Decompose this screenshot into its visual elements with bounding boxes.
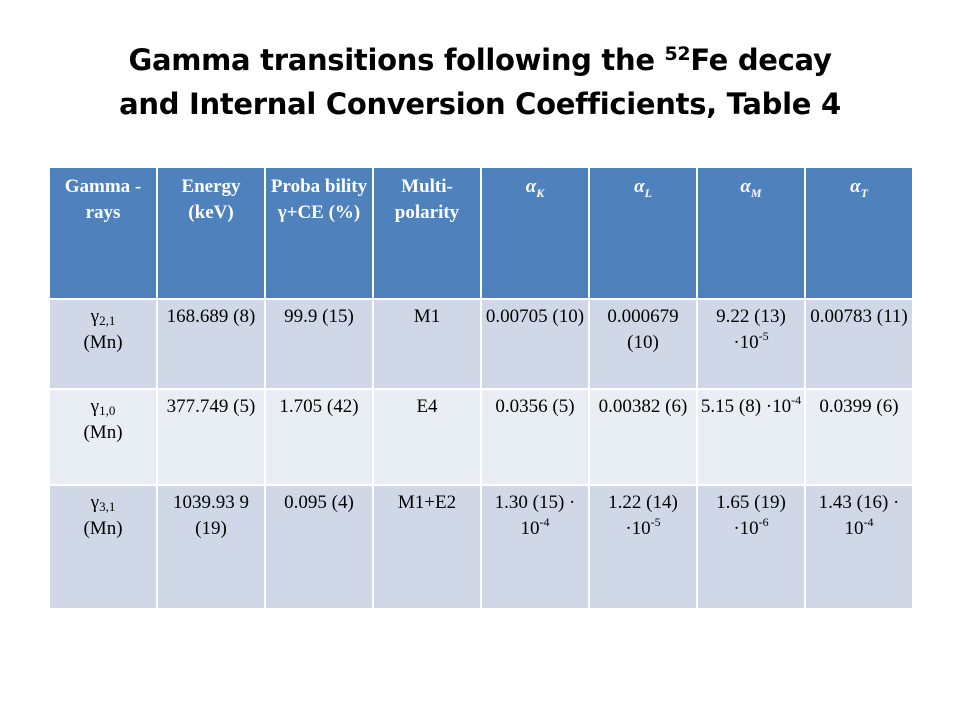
- cell-alpha-t: 0.00783 (11): [804, 298, 914, 390]
- header-alpha-t: αT: [804, 166, 914, 300]
- value-mantissa: 1.65 (19) ·10: [716, 492, 786, 539]
- alpha-symbol: α: [740, 176, 751, 197]
- alpha-symbol: α: [525, 176, 537, 197]
- cell-probability: 1.705 (42): [264, 388, 374, 486]
- gamma-subscript: 1,0: [99, 403, 116, 418]
- cell-alpha-m: 9.22 (13) ·10-5: [696, 298, 806, 390]
- cell-alpha-l: 0.000679 (10): [588, 298, 698, 390]
- cell-energy: 377.749 (5): [156, 388, 266, 486]
- value-exponent: -4: [791, 393, 802, 407]
- gamma-nuclide: (Mn): [83, 332, 123, 353]
- cell-alpha-m: 1.65 (19) ·10-6: [696, 484, 806, 610]
- alpha-subscript: L: [644, 185, 652, 200]
- cell-probability: 99.9 (15): [264, 298, 374, 390]
- header-energy: Energy (keV): [156, 166, 266, 300]
- gamma-subscript: 2,1: [99, 313, 116, 328]
- alpha-symbol: α: [634, 176, 645, 197]
- cell-alpha-k: 0.0356 (5): [480, 388, 590, 486]
- value-mantissa: 1.22 (14) ·10: [608, 492, 678, 539]
- header-gamma-rays: Gamma -rays: [48, 166, 158, 300]
- value-mantissa: 1.30 (15) · 10: [494, 492, 576, 539]
- cell-alpha-l: 0.00382 (6): [588, 388, 698, 486]
- title-line-1: Gamma transitions following the 52Fe dec…: [40, 38, 920, 82]
- header-alpha-l: αL: [588, 166, 698, 300]
- cell-probability: 0.095 (4): [264, 484, 374, 610]
- value-exponent: -4: [539, 515, 550, 529]
- alpha-subscript: K: [536, 185, 545, 200]
- cell-energy: 1039.93 9 (19): [156, 484, 266, 610]
- header-alpha-k: αK: [480, 166, 590, 300]
- cell-alpha-k: 1.30 (15) · 10-4: [480, 484, 590, 610]
- value-exponent: -5: [650, 515, 661, 529]
- value-mantissa: 5.15 (8) ·10: [700, 396, 792, 417]
- title-line-2: and Internal Conversion Coefficients, Ta…: [119, 87, 841, 121]
- cell-multipolarity: E4: [372, 388, 482, 486]
- cell-energy: 168.689 (8): [156, 298, 266, 390]
- cell-multipolarity: M1+E2: [372, 484, 482, 610]
- header-probability: Proba bility γ+CE (%): [264, 166, 374, 300]
- title-line-1-text: Gamma transitions following the: [128, 43, 665, 77]
- slide-title: Gamma transitions following the 52Fe dec…: [40, 38, 920, 126]
- table-row: γ1,0 (Mn) 377.749 (5) 1.705 (42) E4 0.035…: [48, 388, 914, 486]
- cell-multipolarity: M1: [372, 298, 482, 390]
- cell-alpha-l: 1.22 (14) ·10-5: [588, 484, 698, 610]
- gamma-nuclide: (Mn): [83, 518, 123, 539]
- alpha-subscript: T: [860, 185, 868, 200]
- title-line-1-end: Fe decay: [690, 43, 832, 77]
- value-exponent: -4: [863, 515, 874, 529]
- gamma-symbol: γ: [90, 492, 100, 513]
- table-row: γ2,1 (Mn) 168.689 (8) 99.9 (15) M1 0.0070…: [48, 298, 914, 390]
- gamma-symbol: γ: [90, 306, 100, 327]
- value-mantissa: 1.43 (16) · 10: [818, 492, 900, 539]
- cell-alpha-k: 0.00705 (10): [480, 298, 590, 390]
- header-alpha-m: αM: [696, 166, 806, 300]
- value-mantissa: 9.22 (13) ·10: [716, 306, 786, 353]
- header-multipolarity: Multi- polarity: [372, 166, 482, 300]
- gamma-subscript: 3,1: [99, 499, 116, 514]
- gamma-transitions-table: Gamma -rays Energy (keV) Proba bility γ+…: [48, 166, 914, 610]
- cell-alpha-m: 5.15 (8) ·10-4: [696, 388, 806, 486]
- isotope-mass-number: 52: [664, 43, 691, 65]
- cell-alpha-t: 1.43 (16) · 10-4: [804, 484, 914, 610]
- cell-alpha-t: 0.0399 (6): [804, 388, 914, 486]
- cell-gamma: γ2,1 (Mn): [48, 298, 158, 390]
- cell-gamma: γ1,0 (Mn): [48, 388, 158, 486]
- gamma-symbol: γ: [90, 396, 100, 417]
- alpha-subscript: M: [750, 185, 762, 200]
- header-row: Gamma -rays Energy (keV) Proba bility γ+…: [48, 166, 914, 300]
- cell-gamma: γ3,1 (Mn): [48, 484, 158, 610]
- table-row: γ3,1 (Mn) 1039.93 9 (19) 0.095 (4) M1+E2 …: [48, 484, 914, 610]
- value-exponent: -5: [758, 329, 769, 343]
- alpha-symbol: α: [850, 176, 861, 197]
- gamma-nuclide: (Mn): [83, 422, 123, 443]
- value-exponent: -6: [758, 515, 769, 529]
